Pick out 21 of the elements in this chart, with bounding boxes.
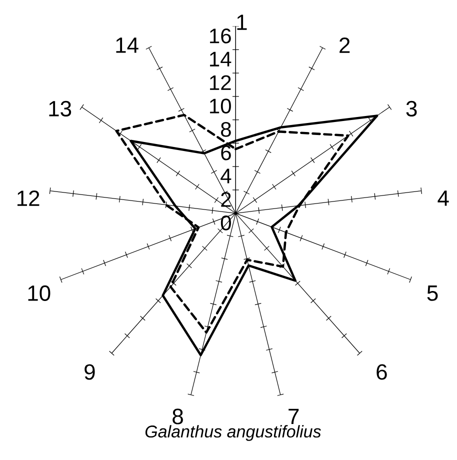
spoke-label: 13: [49, 100, 72, 116]
spoke-label: 14: [116, 38, 138, 53]
y-tick-label: 16: [210, 28, 231, 44]
y-tick-label: 14: [210, 52, 232, 66]
y-tick-label: 4: [220, 168, 232, 184]
y-tick-label: 8: [221, 122, 231, 137]
spoke-label: 9: [84, 364, 95, 380]
text: Galanthus angustifolius: [145, 425, 321, 441]
y-tick-label: 12: [210, 75, 231, 90]
y-tick-label: 6: [221, 145, 231, 160]
spoke-label: 5: [427, 286, 438, 301]
spoke-label: 12: [18, 190, 40, 206]
spoke-label: 7: [288, 408, 299, 424]
spoke-label: 1: [237, 14, 247, 30]
spoke-label: 3: [406, 100, 417, 116]
y-tick-label: 10: [210, 98, 231, 114]
spoke-label: 10: [28, 285, 50, 302]
spoke-label: 2: [340, 38, 350, 53]
spoke-label: 4: [438, 190, 449, 206]
spoke-label: 6: [376, 364, 387, 380]
spoke-label: 8: [172, 408, 183, 424]
